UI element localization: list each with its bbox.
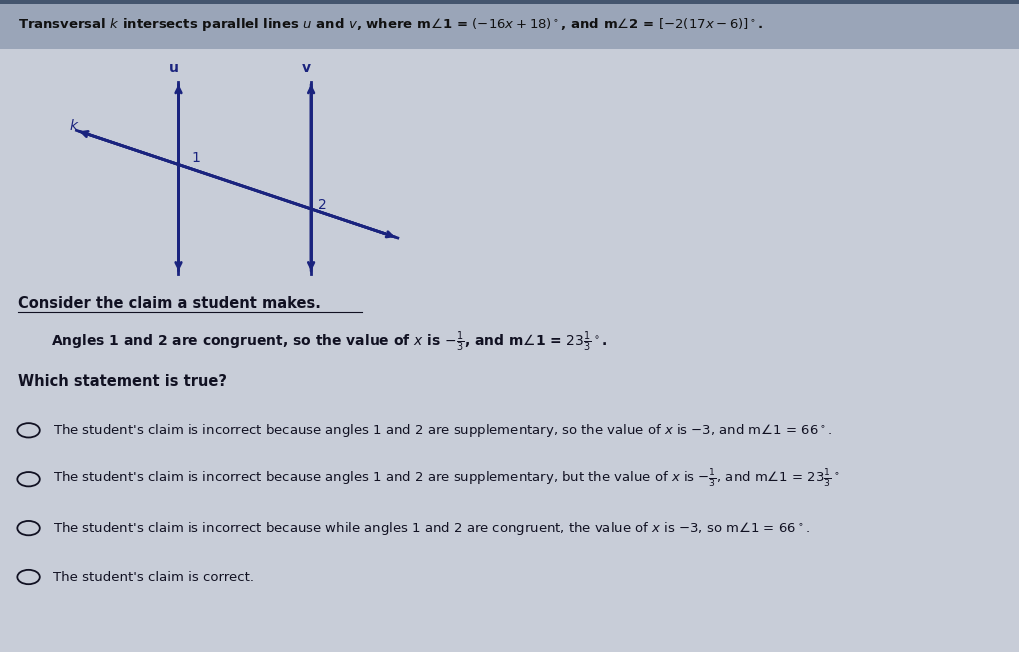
Text: The student's claim is incorrect because angles 1 and 2 are supplementary, but t: The student's claim is incorrect because… bbox=[53, 468, 839, 490]
Text: 2: 2 bbox=[318, 198, 326, 213]
Text: The student's claim is incorrect because angles 1 and 2 are supplementary, so th: The student's claim is incorrect because… bbox=[53, 422, 832, 439]
FancyBboxPatch shape bbox=[0, 0, 1019, 49]
Text: Transversal $k$ intersects parallel lines $u$ and $v$, where m$\angle$1 = $(-16x: Transversal $k$ intersects parallel line… bbox=[18, 16, 763, 33]
Text: v: v bbox=[302, 61, 310, 75]
Text: The student's claim is incorrect because while angles 1 and 2 are congruent, the: The student's claim is incorrect because… bbox=[53, 520, 809, 537]
Text: Consider the claim a student makes.: Consider the claim a student makes. bbox=[18, 295, 321, 311]
Text: Which statement is true?: Which statement is true? bbox=[18, 374, 227, 389]
Text: 1: 1 bbox=[192, 151, 200, 165]
Text: $k$: $k$ bbox=[69, 117, 79, 133]
FancyBboxPatch shape bbox=[0, 0, 1019, 4]
Text: u: u bbox=[168, 61, 178, 75]
Text: The student's claim is correct.: The student's claim is correct. bbox=[53, 570, 254, 584]
Text: Angles 1 and 2 are congruent, so the value of $x$ is $-\frac{1}{3}$, and m$\angl: Angles 1 and 2 are congruent, so the val… bbox=[51, 330, 607, 355]
